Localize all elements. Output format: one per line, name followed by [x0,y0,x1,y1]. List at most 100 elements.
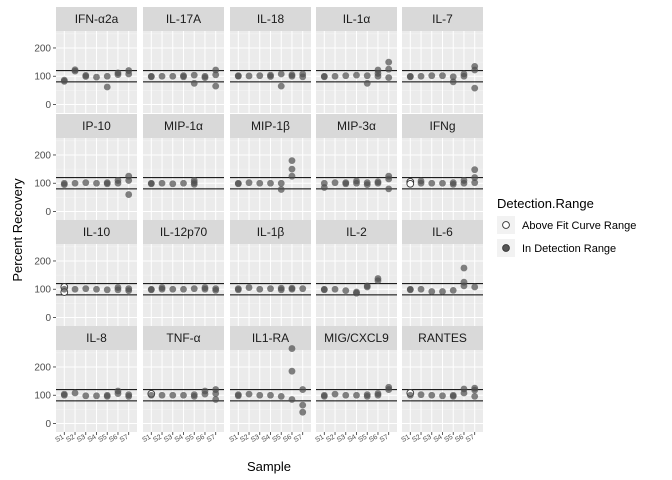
point-in-detection-range [331,179,339,187]
point-in-detection-range [71,389,79,397]
y-tick-label: 0 [45,207,51,218]
x-tick-label: S2 [239,434,250,444]
x-tick-label: S7 [119,434,130,444]
point-in-detection-range [212,71,220,79]
point-in-detection-range [180,179,187,187]
facet-title: IL-8 [86,331,107,345]
point-in-detection-range [212,396,220,403]
point-in-detection-range [385,58,393,66]
point-in-detection-range [363,392,371,400]
facet-il-6: IL-6 [402,220,483,326]
point-in-detection-range [147,391,155,399]
point-in-detection-range [201,285,209,293]
facet-ip-10: IP-10 [56,114,137,220]
point-in-detection-range [288,396,296,403]
facet-mip-1-: MIP-1α [143,114,224,220]
point-in-detection-range [385,386,393,393]
point-in-detection-range [60,285,68,293]
point-in-detection-range [180,391,187,399]
point-in-detection-range [385,74,393,82]
x-tick-label: S1 [228,434,239,444]
x-tick-label: S2 [152,434,163,444]
y-tick-label: 100 [34,391,51,402]
facet-title: MIP-1β [251,119,290,133]
facet-title: IP-10 [82,119,111,133]
point-in-detection-range [158,391,166,399]
x-axis: S1 S2 S3 S4 S5 S6 S7 S1 S2 S3 S4 S5 S6 S7 S1 S2 S3 S4 S5 S6… [54,432,476,444]
point-in-detection-range [471,166,479,174]
facet-il-7: IL-7 [402,7,483,113]
x-tick-label: S1 [314,434,325,444]
point-in-detection-range [201,390,209,398]
facet-strip [230,220,311,244]
point-in-detection-range [190,79,198,87]
point-in-detection-range [93,285,100,293]
point-in-detection-range [212,286,220,294]
facet-title: IL-12p70 [160,225,208,239]
point-in-detection-range [256,285,264,293]
point-in-detection-range [288,345,296,352]
y-tick-label: 0 [45,419,51,430]
point-in-detection-range [82,285,90,293]
point-in-detection-range [169,391,177,399]
point-in-detection-range [299,401,307,409]
point-in-detection-range [288,285,296,293]
facet-title: IL-18 [257,12,285,26]
facet-title: IL-6 [432,225,453,239]
point-in-detection-range [439,179,446,187]
point-in-detection-range [471,386,479,394]
facet-title: IL-2 [346,225,367,239]
y-tick-label: 100 [34,285,51,296]
x-tick-label: S6 [108,434,119,444]
point-in-detection-range [288,172,296,180]
facet-il-2: IL-2 [316,220,397,326]
point-in-detection-range [147,285,155,293]
x-tick-label: S2 [411,434,422,444]
x-tick-label: S7 [293,434,304,444]
point-in-detection-range [277,392,285,400]
point-in-detection-range [245,284,253,291]
point-in-detection-range [245,179,253,187]
legend-key-in [502,244,510,252]
point-in-detection-range [460,282,468,290]
y-axis-title: Percent Recovery [10,178,25,282]
point-in-detection-range [299,386,307,393]
x-tick-label: S5 [97,434,108,444]
point-in-detection-range [406,391,414,399]
point-in-detection-range [71,179,79,187]
x-tick-label: S6 [368,434,379,444]
facet-strip [402,220,483,244]
point-in-detection-range [471,392,479,400]
x-tick-label: S5 [184,434,195,444]
y-tick-label: 0 [45,100,51,111]
facet-title: IL-10 [83,225,111,239]
point-in-detection-range [190,180,198,188]
point-in-detection-range [320,286,328,294]
point-in-detection-range [428,391,436,399]
x-tick-label: S3 [163,434,174,444]
point-in-detection-range [267,285,274,293]
point-in-detection-range [103,72,111,80]
x-tick-label: S2 [325,434,336,444]
facet-title: IL-7 [432,12,453,26]
facet-panels: IFN-α2a IL-17A IL-18 IL-1α IL-7 IP-10 MIP-1α MI… [56,7,483,432]
point-in-detection-range [460,389,468,397]
facet-title: IL-17A [166,12,201,26]
point-in-detection-range [267,179,274,187]
legend-title: Detection.Range [497,196,594,211]
point-in-detection-range [169,285,177,293]
point-in-detection-range [449,286,457,294]
point-in-detection-range [320,72,328,80]
point-in-detection-range [439,72,446,80]
facet-title: IFNg [429,119,455,133]
x-tick-label: S7 [465,434,476,444]
x-tick-label: S1 [141,434,152,444]
point-in-detection-range [158,285,166,293]
point-in-detection-range [342,180,350,188]
x-tick-label: S3 [336,434,347,444]
facet-strip [143,326,224,350]
point-in-detection-range [406,285,414,293]
x-tick-label: S6 [195,434,206,444]
point-in-detection-range [93,179,100,187]
point-in-detection-range [71,285,79,293]
